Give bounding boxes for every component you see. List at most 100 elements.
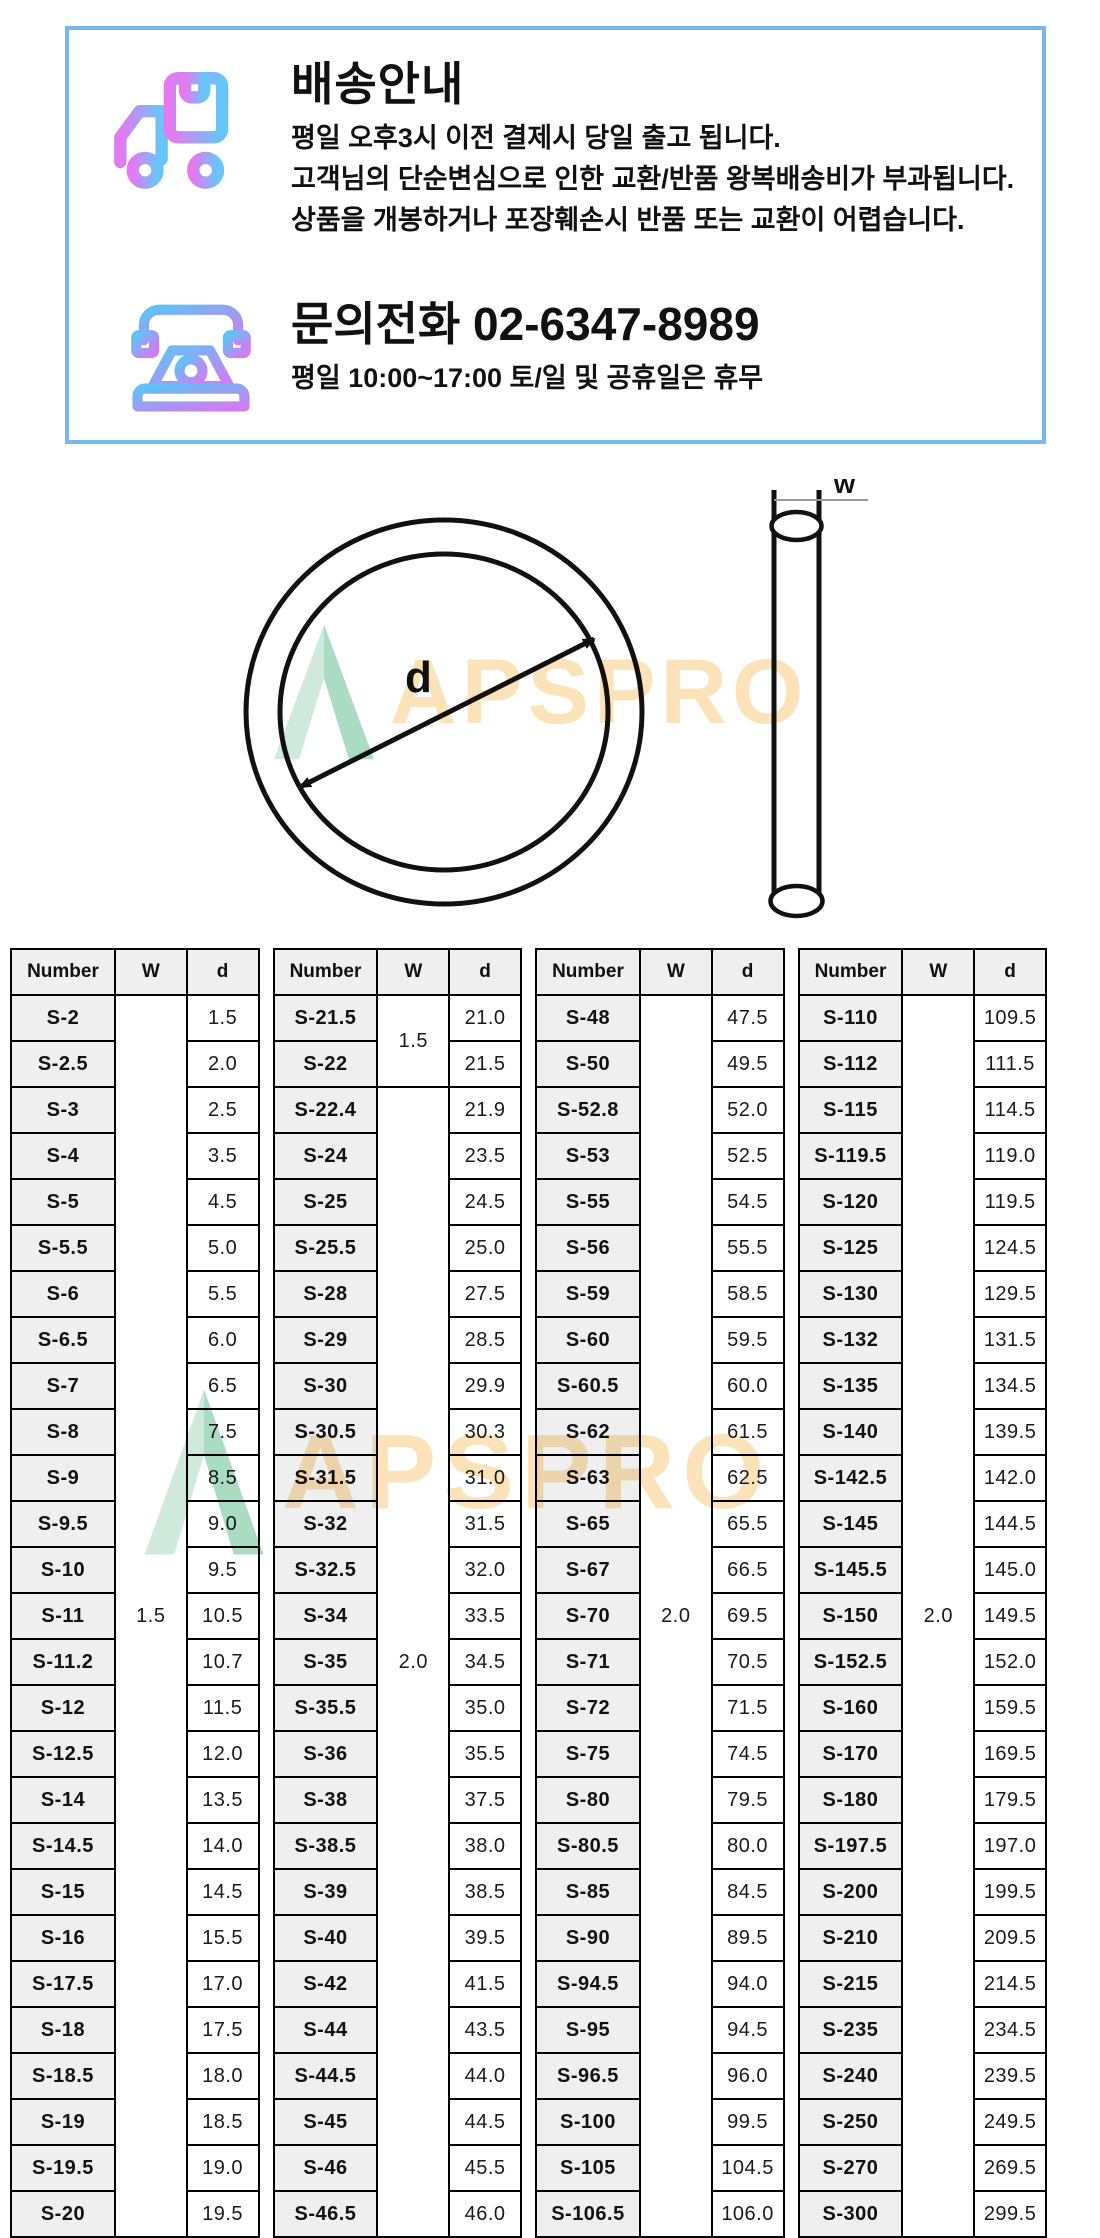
cell-diameter: 109.5 <box>973 994 1047 1042</box>
cell-number: S-46 <box>272 2144 379 2192</box>
cell-number: S-200 <box>797 1868 904 1916</box>
table-row: S-14.5 14.0 <box>10 1822 260 1870</box>
cell-diameter: 14.5 <box>185 1868 260 1916</box>
cell-number: S-59 <box>535 1270 641 1318</box>
cell-diameter: 234.5 <box>973 2006 1047 2054</box>
table-row: S-30.5 30.3 <box>272 1408 522 1456</box>
cell-number: S-62 <box>535 1408 641 1456</box>
table-row: S-90 89.5 <box>535 1914 785 1962</box>
table-row: S-130 129.5 <box>797 1270 1047 1318</box>
table-row: S-21.5 1.5 21.0 <box>272 994 522 1088</box>
cell-number: S-14 <box>10 1776 116 1824</box>
table-row: S-95 94.5 <box>535 2006 785 2054</box>
cell-diameter: 6.5 <box>185 1362 260 1410</box>
table-row: S-53 52.5 <box>535 1132 785 1180</box>
cell-diameter: 39.5 <box>448 1914 522 1962</box>
table-row: S-28 27.5 <box>272 1270 522 1318</box>
cell-diameter: 11.5 <box>185 1684 260 1732</box>
cell-number: S-70 <box>535 1592 641 1640</box>
cell-diameter: 43.5 <box>448 2006 522 2054</box>
table-row: S-25.5 25.0 <box>272 1224 522 1272</box>
cell-number: S-197.5 <box>797 1822 904 1870</box>
table-row: S-120 119.5 <box>797 1178 1047 1226</box>
contact-phone-title: 문의전화 02-6347-8989 <box>291 298 760 350</box>
cell-diameter: 70.5 <box>710 1638 785 1686</box>
cell-diameter: 10.5 <box>185 1592 260 1640</box>
cell-number: S-30.5 <box>272 1408 379 1456</box>
cell-number: S-45 <box>272 2098 379 2146</box>
cell-number: S-110 <box>797 994 904 1042</box>
cell-diameter: 6.0 <box>185 1316 260 1364</box>
cell-diameter: 29.9 <box>448 1362 522 1410</box>
table-row: S-22 21.5 <box>272 1040 522 1088</box>
table-row: S-200 199.5 <box>797 1868 1047 1916</box>
cell-number: S-52.8 <box>535 1086 641 1134</box>
cell-number: S-71 <box>535 1638 641 1686</box>
cell-diameter: 17.5 <box>185 2006 260 2054</box>
cell-number: S-300 <box>797 2190 904 2238</box>
cell-diameter: 30.3 <box>448 1408 522 1456</box>
shipping-info-box: 배송안내 평일 오후3시 이전 결제시 당일 출고 됩니다. 고객님의 단순변심… <box>65 26 1046 444</box>
table-row: S-38 37.5 <box>272 1776 522 1824</box>
cell-diameter: 35.5 <box>448 1730 522 1778</box>
cell-number: S-105 <box>535 2144 641 2192</box>
cell-diameter: 106.0 <box>710 2190 785 2238</box>
table-row: S-94.5 94.0 <box>535 1960 785 2008</box>
diameter-arrow <box>298 636 596 790</box>
cell-number: S-38 <box>272 1776 379 1824</box>
cell-number: S-32.5 <box>272 1546 379 1594</box>
cell-diameter: 47.5 <box>710 994 785 1042</box>
cell-diameter: 131.5 <box>973 1316 1047 1364</box>
table-row: S-3 2.5 <box>10 1086 260 1134</box>
cell-number: S-140 <box>797 1408 904 1456</box>
cell-number: S-2 <box>10 994 116 1042</box>
table-row: S-18 17.5 <box>10 2006 260 2054</box>
table-row: S-15 14.5 <box>10 1868 260 1916</box>
cell-number: S-30 <box>272 1362 379 1410</box>
cell-number: S-19.5 <box>10 2144 116 2192</box>
cell-number: S-17.5 <box>10 1960 116 2008</box>
cell-diameter: 74.5 <box>710 1730 785 1778</box>
cell-diameter: 31.5 <box>448 1500 522 1548</box>
cell-width: 2.0 <box>638 994 713 2238</box>
cell-number: S-15 <box>10 1868 116 1916</box>
cell-number: S-4 <box>10 1132 116 1180</box>
table-row: S-48 2.0 47.5 <box>535 994 785 2238</box>
cell-diameter: 209.5 <box>973 1914 1047 1962</box>
table-row: S-42 41.5 <box>272 1960 522 2008</box>
cell-diameter: 80.0 <box>710 1822 785 1870</box>
cell-number: S-170 <box>797 1730 904 1778</box>
cell-diameter: 31.0 <box>448 1454 522 1502</box>
table-row: S-4 3.5 <box>10 1132 260 1180</box>
cell-number: S-6 <box>10 1270 116 1318</box>
cell-number: S-130 <box>797 1270 904 1318</box>
cell-number: S-115 <box>797 1086 904 1134</box>
column-header-number: Number <box>272 948 379 996</box>
cell-number: S-53 <box>535 1132 641 1180</box>
cell-number: S-39 <box>272 1868 379 1916</box>
table-row: S-250 249.5 <box>797 2098 1047 2146</box>
cell-number: S-85 <box>535 1868 641 1916</box>
table-row: S-180 179.5 <box>797 1776 1047 1824</box>
table-row: S-240 239.5 <box>797 2052 1047 2100</box>
cell-diameter: 44.0 <box>448 2052 522 2100</box>
cell-number: S-152.5 <box>797 1638 904 1686</box>
cell-diameter: 169.5 <box>973 1730 1047 1778</box>
table-row: S-24 23.5 <box>272 1132 522 1180</box>
table-row: S-170 169.5 <box>797 1730 1047 1778</box>
table-row: S-6.5 6.0 <box>10 1316 260 1364</box>
table-row: S-25 24.5 <box>272 1178 522 1226</box>
column-header-w: W <box>901 948 976 996</box>
cell-diameter: 111.5 <box>973 1040 1047 1088</box>
cell-number: S-2.5 <box>10 1040 116 1088</box>
table-row: S-50 49.5 <box>535 1040 785 1088</box>
cell-diameter: 27.5 <box>448 1270 522 1318</box>
cell-diameter: 139.5 <box>973 1408 1047 1456</box>
table-row: S-135 134.5 <box>797 1362 1047 1410</box>
cell-number: S-160 <box>797 1684 904 1732</box>
cell-number: S-3 <box>10 1086 116 1134</box>
cell-diameter: 79.5 <box>710 1776 785 1824</box>
